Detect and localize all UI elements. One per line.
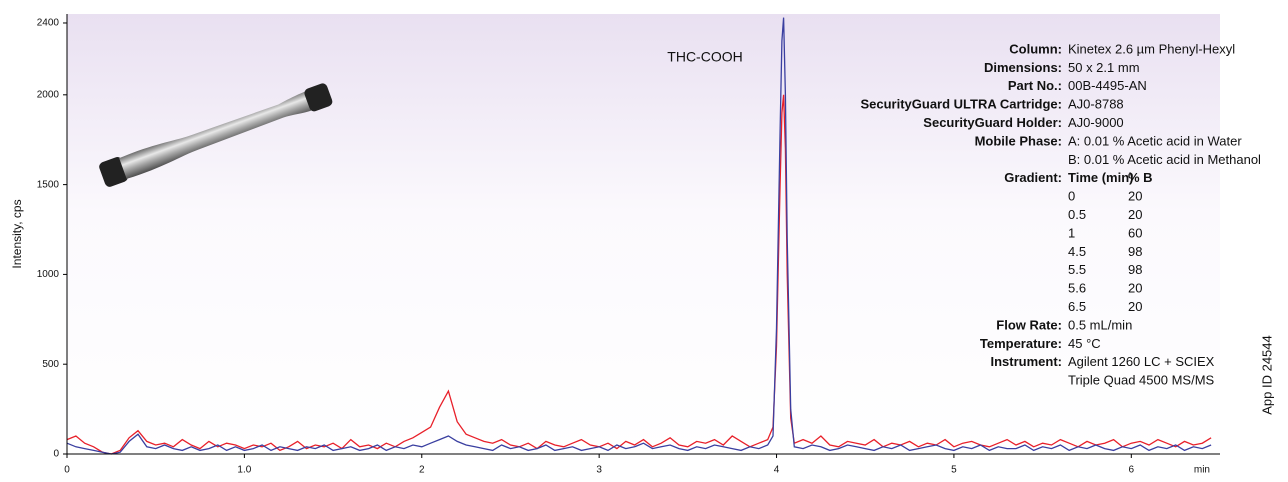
condition-value: 45 °C xyxy=(1068,336,1101,351)
x-tick-label: 4 xyxy=(774,465,780,476)
condition-value: Triple Quad 4500 MS/MS xyxy=(1068,373,1215,388)
gradient-cell: 1 xyxy=(1068,225,1075,240)
gradient-cell: 0 xyxy=(1068,189,1075,204)
gradient-cell: 98 xyxy=(1128,244,1142,259)
gradient-cell: 20 xyxy=(1128,281,1142,296)
condition-value: 50 x 2.1 mm xyxy=(1068,60,1140,75)
condition-label: Flow Rate: xyxy=(996,317,1062,332)
gradient-cell: 5.6 xyxy=(1068,281,1086,296)
gradient-cell: 5.5 xyxy=(1068,262,1086,277)
gradient-cell: 4.5 xyxy=(1068,244,1086,259)
gradient-header: % B xyxy=(1128,170,1153,185)
app-id: App ID 24544 xyxy=(1259,335,1274,415)
chart: Intensity, cps min THC-COOH App ID 24544… xyxy=(0,0,1288,477)
condition-value: A: 0.01 % Acetic acid in Water xyxy=(1068,133,1242,148)
condition-value: B: 0.01 % Acetic acid in Methanol xyxy=(1068,152,1261,167)
y-axis-label: Intensity, cps xyxy=(10,199,24,268)
y-tick-label: 2400 xyxy=(37,18,60,29)
condition-label: Part No.: xyxy=(1008,78,1062,93)
y-tick-label: 500 xyxy=(42,359,59,370)
y-tick-label: 1000 xyxy=(37,269,60,280)
gradient-cell: 60 xyxy=(1128,225,1142,240)
condition-label: Mobile Phase: xyxy=(975,133,1062,148)
condition-value: Kinetex 2.6 µm Phenyl-Hexyl xyxy=(1068,41,1235,56)
y-tick-label: 0 xyxy=(53,449,59,460)
condition-value: 00B-4495-AN xyxy=(1068,78,1147,93)
condition-value: AJ0-9000 xyxy=(1068,115,1124,130)
x-tick-label: 0 xyxy=(64,465,70,476)
condition-label: Temperature: xyxy=(980,336,1062,351)
x-tick-label: 2 xyxy=(419,465,425,476)
gradient-cell: 20 xyxy=(1128,299,1142,314)
gradient-cell: 20 xyxy=(1128,207,1142,222)
gradient-cell: 0.5 xyxy=(1068,207,1086,222)
x-tick-label: 1.0 xyxy=(237,465,251,476)
condition-label: Column: xyxy=(1009,41,1062,56)
condition-label: Gradient: xyxy=(1004,170,1062,185)
gradient-cell: 20 xyxy=(1128,189,1142,204)
x-tick-label: 6 xyxy=(1129,465,1135,476)
gradient-cell: 6.5 xyxy=(1068,299,1086,314)
condition-value: AJ0-8788 xyxy=(1068,97,1124,112)
peak-label: THC-COOH xyxy=(667,49,742,65)
y-tick-label: 2000 xyxy=(37,89,60,100)
condition-label: Dimensions: xyxy=(984,60,1062,75)
x-tick-label: 5 xyxy=(951,465,957,476)
condition-value: Agilent 1260 LC + SCIEX xyxy=(1068,354,1215,369)
condition-label: SecurityGuard ULTRA Cartridge: xyxy=(860,97,1062,112)
condition-label: Instrument: xyxy=(991,354,1063,369)
condition-label: SecurityGuard Holder: xyxy=(923,115,1062,130)
x-tick-label: 3 xyxy=(596,465,602,476)
gradient-cell: 98 xyxy=(1128,262,1142,277)
y-tick-label: 1500 xyxy=(37,179,60,190)
gradient-header: Time (min) xyxy=(1068,170,1134,185)
condition-value: 0.5 mL/min xyxy=(1068,317,1132,332)
x-axis-label: min xyxy=(1194,465,1210,476)
